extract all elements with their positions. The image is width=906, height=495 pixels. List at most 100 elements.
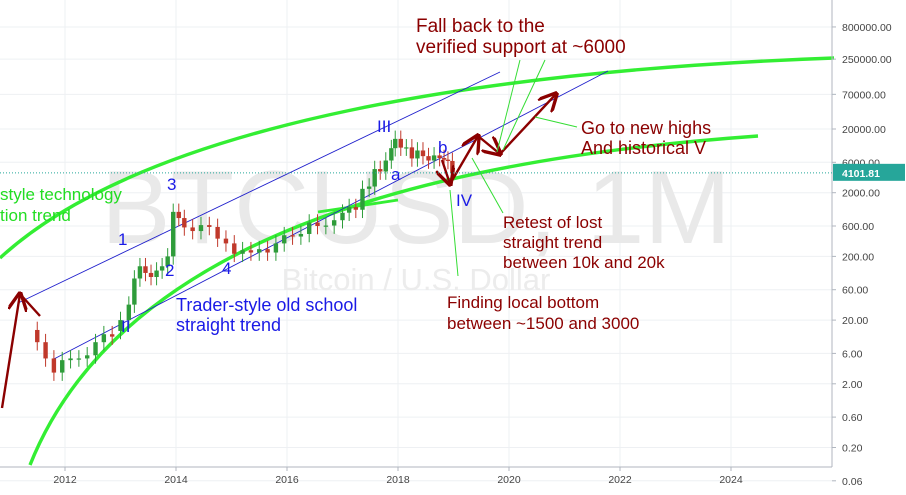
arrow-left-fall <box>19 293 41 317</box>
candle <box>143 266 148 273</box>
pointer-retest <box>471 157 504 214</box>
candle <box>35 329 40 343</box>
y-tick-label: 0.06 <box>842 476 863 488</box>
candle <box>232 243 237 254</box>
y-tick-label: 6.00 <box>842 348 863 360</box>
candle <box>132 278 137 305</box>
annotation-5: style technology tion trend <box>0 185 122 225</box>
y-tick-label: 0.20 <box>842 443 863 455</box>
candle <box>190 227 195 232</box>
candle <box>154 270 159 277</box>
wave-label-2: 2 <box>165 261 174 280</box>
candle <box>393 138 398 149</box>
candle <box>171 211 176 257</box>
candle <box>378 169 383 172</box>
candle <box>176 211 181 219</box>
candle <box>215 226 220 239</box>
y-tick-label: 800000.00 <box>842 22 892 34</box>
wave-label-ii: II <box>121 317 130 336</box>
y-tick-label: 250000.00 <box>842 54 892 66</box>
candle <box>265 249 270 253</box>
candle <box>420 150 426 157</box>
annotation-line: Finding local bottom <box>447 293 599 312</box>
y-tick-label: 200.00 <box>842 251 874 263</box>
candle <box>207 225 212 227</box>
arrow-left-rise <box>0 294 20 409</box>
lower-log-curve <box>28 134 759 466</box>
candle <box>409 147 415 159</box>
x-tick-label: 2014 <box>164 474 188 486</box>
candle <box>383 160 388 172</box>
candle <box>223 238 229 244</box>
candle <box>240 250 245 254</box>
candle <box>257 249 262 253</box>
candle <box>68 358 73 361</box>
y-tick-label: 70000.00 <box>842 89 886 101</box>
x-tick-label: 2016 <box>275 474 299 486</box>
lower-curve-segment <box>317 198 399 214</box>
candle <box>93 342 98 356</box>
annotation-line: style technology <box>0 185 122 204</box>
annotation-line: Retest of lost <box>503 213 602 232</box>
candle <box>109 334 115 337</box>
channel-upper-line <box>17 71 501 304</box>
pointer-new-highs <box>534 116 578 128</box>
x-tick-label: 2022 <box>608 474 632 486</box>
candle <box>282 235 287 244</box>
candle <box>323 225 329 227</box>
wave-label-4: 4 <box>222 259 231 278</box>
wave-label-iii: III <box>377 117 391 136</box>
candle <box>137 266 143 279</box>
wave-label-1: 1 <box>118 230 127 249</box>
arrow-new-highs <box>499 94 556 155</box>
wave-label-3: 3 <box>167 175 176 194</box>
y-tick-label: 0.60 <box>842 412 863 424</box>
y-tick-label: 600.00 <box>842 221 874 233</box>
annotation-line: straight trend <box>176 315 281 335</box>
arrow-to-bottom <box>442 159 450 184</box>
candle <box>118 320 123 331</box>
wave-label-iv: IV <box>456 191 473 210</box>
candle <box>415 150 420 159</box>
candle <box>346 207 352 213</box>
candle <box>437 155 442 159</box>
candle <box>273 243 279 253</box>
candle <box>298 233 304 237</box>
last-price-label: 4101.81 <box>842 168 880 180</box>
candle <box>360 188 365 210</box>
candle <box>51 358 57 373</box>
last-price-badge <box>833 163 905 181</box>
y-tick-label: 2.00 <box>842 379 863 391</box>
candle <box>76 358 82 360</box>
candle <box>340 212 345 221</box>
pointer-fallback-2 <box>502 59 546 151</box>
candle <box>182 218 187 228</box>
candle <box>43 342 48 359</box>
candle <box>126 304 132 321</box>
pointer-fallback-1 <box>496 59 521 153</box>
candle <box>445 159 451 161</box>
candle <box>101 334 107 343</box>
wave-label-a: a <box>391 165 401 184</box>
candle <box>290 235 295 237</box>
annotation-line: And historical V <box>581 138 706 158</box>
candle <box>307 222 312 234</box>
annotation-line: tion trend <box>0 206 71 225</box>
wave-label-b: b <box>438 138 447 157</box>
candle <box>404 147 409 149</box>
arrow-fallback <box>477 135 500 154</box>
candle <box>426 156 431 161</box>
candle <box>372 169 377 187</box>
y-tick-label: 20000.00 <box>842 124 886 136</box>
candle <box>315 222 320 227</box>
y-tick-label: 20.00 <box>842 315 868 327</box>
annotation-line: between ~1500 and 3000 <box>447 314 639 333</box>
annotation-3: Finding local bottom between ~1500 and 30… <box>447 293 639 333</box>
annotation-line: Fall back to the <box>416 16 545 37</box>
candle <box>198 225 204 232</box>
annotation-4: Trader-style old school straight trend <box>176 295 357 335</box>
candle <box>431 155 437 161</box>
x-tick-label: 2012 <box>53 474 77 486</box>
candle <box>148 272 154 277</box>
